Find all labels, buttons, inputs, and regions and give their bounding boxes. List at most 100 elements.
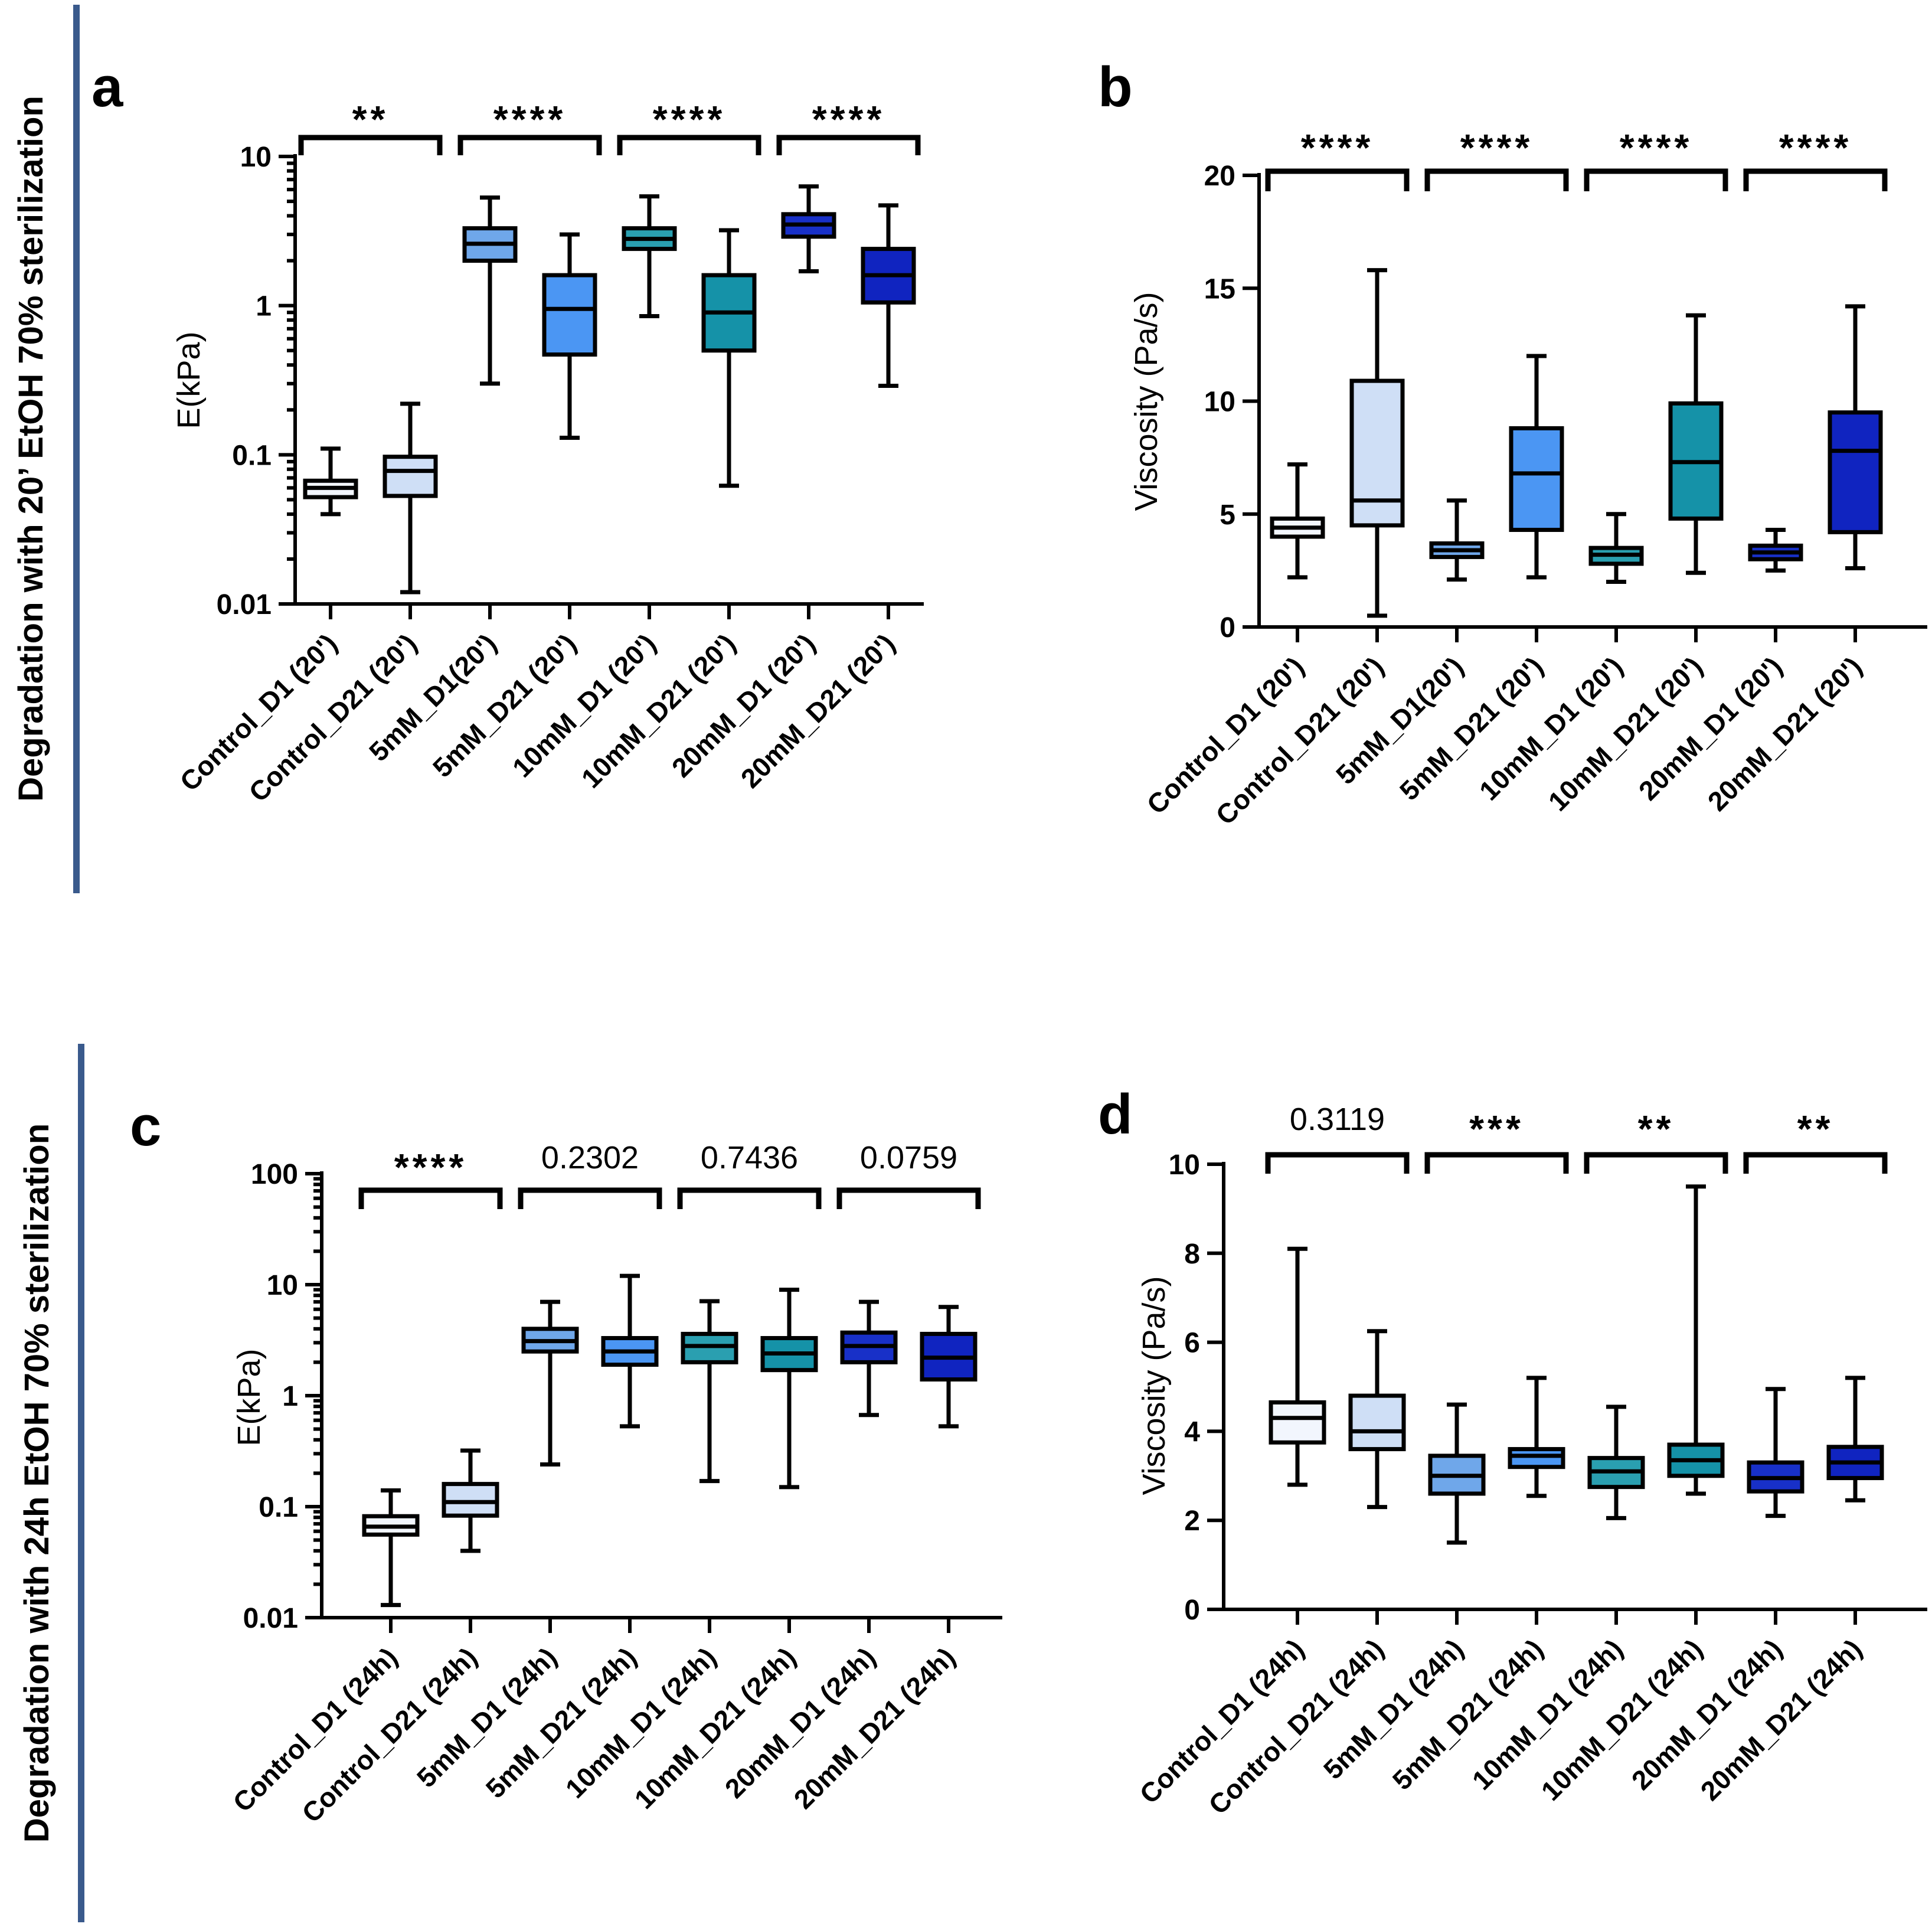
y-tick-label: 10 [240,142,272,173]
p-value-label: 0.7436 [701,1140,798,1175]
p-value-label: 0.2302 [541,1140,639,1175]
bracket-line [1265,1152,1410,1174]
y-tick-label: 2 [1184,1505,1200,1537]
significance-stars: **** [1301,126,1374,169]
significance-bracket: **** [1265,126,1410,191]
box-iqr [1348,1393,1406,1452]
p-value-label: 0.3119 [1290,1102,1385,1137]
significance-stars: **** [493,98,567,141]
significance-stars: **** [1620,126,1693,169]
box-plot-1 [303,446,358,517]
box-plot-6 [701,228,757,488]
x-category-label: 10mM_D1 (24h) [1466,1633,1629,1795]
box-plot-4 [1508,1376,1565,1498]
bracket-line [776,135,921,155]
y-tick-label: 6 [1184,1328,1200,1359]
significance-bracket: ** [298,98,443,155]
box-plot-2 [442,1448,499,1553]
significance-bracket: **** [1584,126,1728,191]
x-category-label: 5mM_D1 (24h) [411,1641,563,1793]
y-tick-label: 0 [1184,1595,1200,1626]
box-plot-5 [1587,1405,1645,1520]
bracket-line [1743,168,1888,191]
significance-stars: ** [1797,1108,1834,1150]
y-axis-label: E(kPa) [171,331,207,429]
significance-bracket: ** [1743,1108,1888,1174]
box-plot-4 [1509,354,1564,580]
panel-letter: b [1098,55,1133,119]
x-category-label: 10mM_D1 (20') [506,628,662,783]
side-label-bottom-group: Degradation with 24h EtOH 70% sterilizat… [18,1044,84,1922]
side-bar-bottom [78,1044,84,1922]
panel-letter: c [130,1095,161,1158]
x-category-label: 5mM_D21 (24h) [1387,1633,1549,1795]
y-tick-label: 10 [1204,387,1235,418]
box-iqr [1349,378,1405,528]
bracket-line [358,1187,503,1209]
p-value-label: 0.0759 [860,1140,957,1175]
x-category-label: 10mM_D1 (20') [1473,651,1629,806]
x-category-label: 5mM_D21 (24h) [480,1641,642,1804]
y-tick-label: 0 [1220,612,1235,644]
significance-bracket: **** [358,1146,503,1209]
y-tick-label: 10 [267,1270,298,1301]
panel-letter: d [1098,1083,1133,1146]
bracket-line [1584,168,1728,191]
y-tick-label: 100 [251,1159,298,1190]
significance-bracket: 0.0759 [836,1140,981,1209]
box-plot-1 [362,1488,420,1608]
box-iqr [1508,1447,1565,1469]
bracket-line [1584,1152,1728,1174]
box-plot-8 [861,203,916,388]
bracket-line [298,135,443,155]
box-plot-5 [1588,512,1644,584]
significance-stars: **** [653,98,726,141]
box-plot-5 [681,1299,738,1484]
y-tick-label: 0.1 [232,440,272,471]
box-iqr [1828,410,1883,534]
box-plot-7 [1747,1387,1804,1518]
box-plot-1 [1270,462,1325,580]
significance-bracket: ** [1584,1108,1728,1174]
box-plot-7 [781,184,836,273]
significance-bracket: **** [617,98,761,155]
y-tick-label: 0.01 [243,1603,298,1634]
y-tick-label: 4 [1184,1416,1200,1448]
side-label-top-group: Degradation with 20’ EtOH 70% sterilizat… [12,5,80,893]
bracket-line [677,1187,822,1209]
box-plot-3 [521,1299,579,1467]
side-label-bottom: Degradation with 24h EtOH 70% sterilizat… [18,1123,56,1843]
box-iqr [1509,426,1564,533]
y-tick-label: 0.1 [259,1492,298,1523]
y-tick-label: 20 [1204,161,1235,192]
y-tick-label: 1 [256,291,272,322]
significance-stars: ** [1638,1108,1675,1150]
panel-letter: a [91,55,123,119]
box-plot-8 [920,1305,978,1429]
box-plot-4 [542,232,597,440]
significance-bracket: 0.2302 [518,1140,662,1209]
box-iqr [383,455,438,498]
y-axis-label: Viscosity (Pa/s) [1129,292,1164,511]
box-plot-6 [1668,313,1724,575]
bracket-line [1265,168,1410,191]
box-iqr [1269,1400,1326,1445]
bracket-line [836,1187,981,1209]
y-tick-label: 5 [1220,499,1235,531]
box-plot-8 [1826,1376,1884,1503]
x-category-label: 5mM_D21 (20') [1394,651,1549,806]
significance-bracket: 0.7436 [677,1140,822,1209]
significance-bracket: **** [1424,126,1569,191]
significance-bracket: 0.3119 [1265,1102,1410,1174]
box-plot-3 [1429,498,1485,582]
bracket-line [518,1187,662,1209]
box-iqr [442,1482,499,1518]
x-category-label: 5mM_D21 (20') [427,628,582,783]
bracket-line [1424,168,1569,191]
y-tick-label: 1 [282,1381,298,1412]
box-plot-2 [1348,1329,1406,1510]
box-plot-1 [1269,1246,1326,1487]
